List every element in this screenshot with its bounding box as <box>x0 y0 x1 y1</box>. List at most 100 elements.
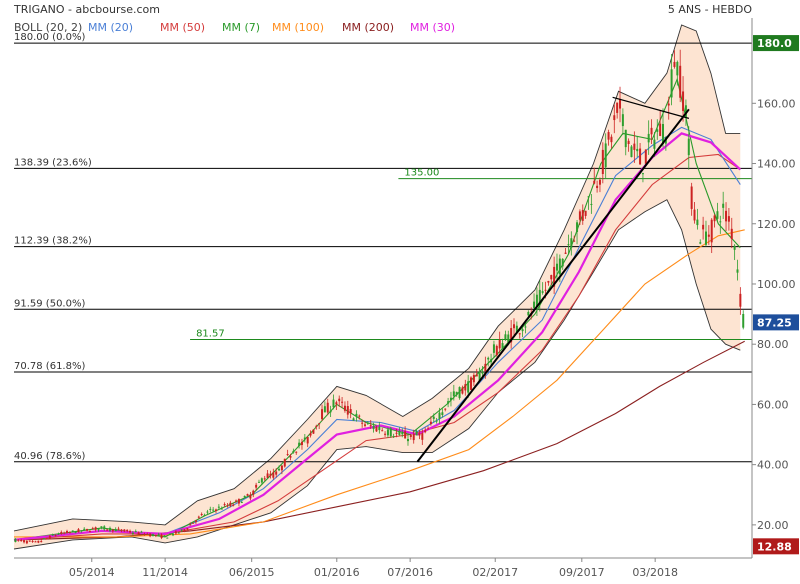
candle-body <box>71 530 74 532</box>
candle-body <box>518 333 521 335</box>
candle-body <box>633 143 636 150</box>
candle-body <box>108 527 111 531</box>
candle-body <box>386 429 389 436</box>
candle-body <box>34 541 37 543</box>
candle-body <box>490 359 493 363</box>
candle-body <box>235 500 238 502</box>
candle-body <box>166 537 169 539</box>
x-tick-label: 01/2016 <box>314 566 360 579</box>
legend-entry: MM (50) <box>160 21 205 34</box>
legend-entry: MM (200) <box>342 21 394 34</box>
candle-body <box>464 384 467 391</box>
moving-average-mm100 <box>14 229 745 538</box>
candle-body <box>146 533 149 535</box>
candle-body <box>435 420 438 422</box>
candle-body <box>687 138 690 156</box>
candle-body <box>186 528 189 530</box>
candle-body <box>283 458 286 467</box>
candle-body <box>690 186 693 209</box>
candle-body <box>533 301 536 308</box>
candle-body <box>326 402 329 413</box>
legend-entry: MM (20) <box>88 21 133 34</box>
candle-body <box>309 433 312 436</box>
candle-body <box>151 534 154 537</box>
candle-body <box>23 540 26 543</box>
candle-body <box>349 409 352 414</box>
y-tick-label: 40.00 <box>757 459 789 472</box>
candle-body <box>653 139 656 149</box>
candle-body <box>644 149 647 164</box>
candle-body <box>484 363 487 372</box>
candle-body <box>475 374 478 377</box>
candle-body <box>25 540 28 544</box>
candle-body <box>564 252 567 254</box>
candle-body <box>45 538 48 540</box>
candle-body <box>295 451 298 453</box>
candle-body <box>157 534 160 536</box>
candle-body <box>521 329 524 332</box>
fibonacci-label: 138.39 (23.6%) <box>14 157 92 168</box>
candle-body <box>237 499 240 504</box>
candle-body <box>461 387 464 394</box>
candle-body <box>286 454 289 456</box>
candle-body <box>303 437 306 440</box>
candle-body <box>300 441 303 446</box>
candle-body <box>667 103 670 106</box>
candle-body <box>266 473 269 478</box>
candle-body <box>137 532 140 535</box>
candle-body <box>278 468 281 471</box>
bollinger-lower-line <box>13 199 741 550</box>
candle-body <box>621 114 624 127</box>
fibonacci-label: 40.96 (78.6%) <box>14 451 85 462</box>
candle-body <box>722 203 725 208</box>
candle-body <box>372 425 375 430</box>
candle-body <box>455 391 458 395</box>
candle-body <box>240 502 243 504</box>
candle-body <box>215 509 218 511</box>
candle-body <box>679 65 682 98</box>
candle-body <box>507 334 510 345</box>
candle-body <box>406 438 409 442</box>
moving-average-mm50 <box>13 153 741 541</box>
candle-body <box>619 98 622 109</box>
y-tick-label: 60.00 <box>757 398 789 411</box>
y-tick-label: 160.00 <box>757 97 796 110</box>
candle-body <box>220 508 223 510</box>
price-badge-label: 87.25 <box>757 316 792 329</box>
candle-body <box>51 534 54 536</box>
candle-body <box>43 538 46 540</box>
candle-body <box>501 343 504 350</box>
candle-body <box>209 508 212 510</box>
candle-body <box>131 532 134 534</box>
candle-body <box>584 210 587 216</box>
candle-body <box>432 416 435 419</box>
candle-body <box>160 534 163 539</box>
price-badge <box>753 538 799 555</box>
candle-body <box>733 245 736 250</box>
support-label: 81.57 <box>196 328 225 339</box>
candle-body <box>97 528 100 530</box>
candle-body <box>573 240 576 242</box>
candle-body <box>321 409 324 420</box>
legend-entry: MM (7) <box>222 21 260 34</box>
candle-body <box>590 203 593 205</box>
candle-body <box>481 371 484 374</box>
price-badge-label: 180.0 <box>757 37 792 50</box>
candle-body <box>395 432 398 434</box>
candle-body <box>306 437 309 444</box>
candle-body <box>143 533 146 535</box>
candle-body <box>581 210 584 221</box>
candle-body <box>123 529 126 532</box>
candle-body <box>742 313 745 328</box>
candle-body <box>83 528 86 530</box>
candle-body <box>40 541 43 543</box>
candle-body <box>736 269 739 273</box>
candle-body <box>424 430 427 433</box>
candle-body <box>458 387 461 399</box>
candle-body <box>217 506 220 508</box>
candle-body <box>598 179 601 185</box>
x-tick-label: 09/2017 <box>559 566 605 579</box>
candle-body <box>498 340 501 349</box>
candle-body <box>378 426 381 431</box>
